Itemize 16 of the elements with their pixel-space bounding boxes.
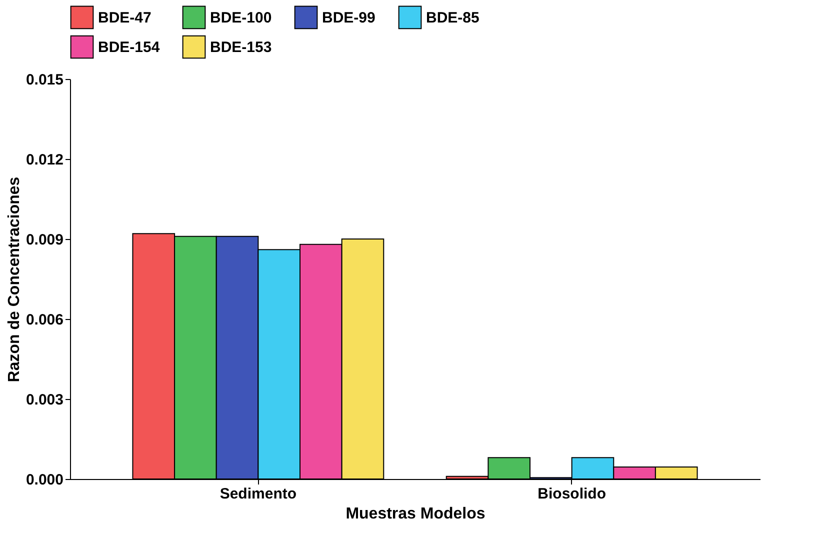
text: 0.000 (26, 472, 64, 488)
legend-label: BDE-153 (210, 39, 272, 56)
legend-label: BDE-100 (210, 9, 272, 26)
legend-label: BDE-99 (322, 9, 376, 26)
y-tick-label: 0.003 (26, 392, 64, 408)
legend-label: BDE-47 (98, 9, 152, 26)
legend-label: BDE-154 (98, 39, 160, 56)
x-tick-label: Sedimento (220, 486, 297, 502)
x-axis-title: Muestras Modelos (346, 506, 486, 522)
legend-label: BDE-85 (426, 9, 480, 26)
y-tick-label: 0.006 (26, 312, 64, 328)
y-tick-label: 0.015 (26, 72, 64, 88)
y-tick-label: 0.012 (26, 152, 64, 168)
y-tick-label: 0.009 (26, 232, 64, 248)
x-tick-label: Biosolido (538, 486, 606, 502)
y-axis-title: Razon de Concentraciones (6, 176, 23, 382)
